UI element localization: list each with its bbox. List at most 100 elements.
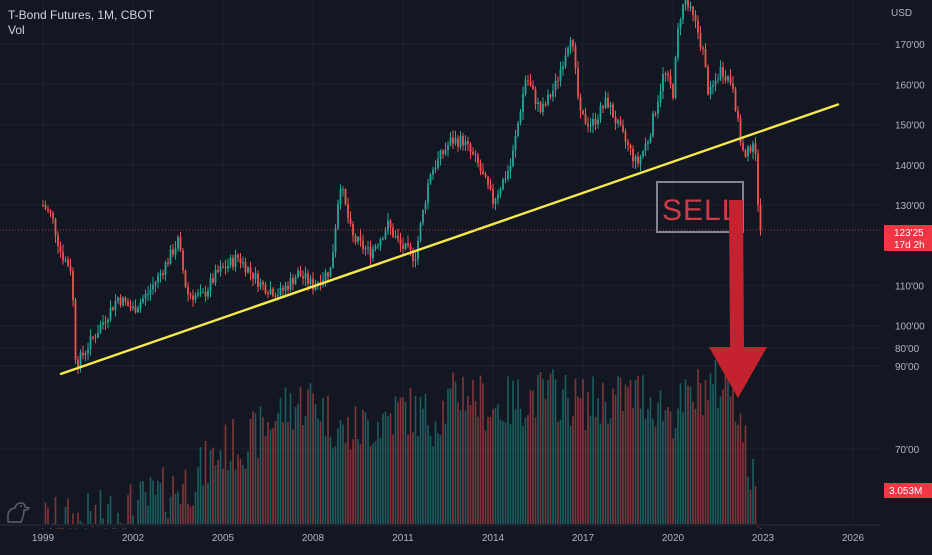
candle bbox=[214, 264, 217, 286]
candle bbox=[162, 269, 164, 280]
candle bbox=[357, 235, 359, 245]
candle bbox=[467, 136, 469, 151]
symbol-title[interactable]: T-Bond Futures, 1M, CBOT bbox=[8, 8, 155, 22]
volume-bar bbox=[499, 419, 502, 524]
volume-bar bbox=[124, 527, 127, 529]
candle-body bbox=[727, 76, 729, 81]
candle bbox=[609, 102, 612, 115]
volume-bar bbox=[642, 375, 644, 524]
volume-bar bbox=[409, 387, 412, 524]
candle bbox=[82, 345, 84, 360]
candle bbox=[59, 241, 62, 258]
volume-bar bbox=[627, 387, 629, 524]
candle bbox=[487, 175, 489, 190]
candle bbox=[569, 36, 572, 54]
candle bbox=[517, 120, 519, 138]
candle-body bbox=[389, 220, 392, 228]
volume-bar bbox=[442, 400, 444, 524]
candle bbox=[514, 129, 517, 158]
volume-bar bbox=[374, 441, 377, 524]
candle-body bbox=[147, 293, 149, 295]
candle-body bbox=[687, 0, 689, 8]
candle bbox=[229, 254, 232, 269]
volume-bar bbox=[319, 421, 322, 524]
candle bbox=[459, 131, 462, 150]
volume-bar bbox=[277, 412, 279, 524]
sell-label: SELL bbox=[662, 194, 739, 227]
candle-body bbox=[622, 125, 624, 132]
candle bbox=[54, 217, 57, 243]
candle-body bbox=[754, 143, 757, 154]
volume-bar bbox=[159, 483, 162, 524]
volume-bar bbox=[752, 458, 754, 524]
volume-indicator-label[interactable]: Vol bbox=[8, 23, 25, 37]
candle-body bbox=[752, 143, 754, 152]
candle bbox=[557, 76, 559, 89]
candle bbox=[502, 177, 504, 191]
volume-bar bbox=[357, 439, 359, 524]
candle-body bbox=[197, 293, 199, 296]
candle-body bbox=[207, 290, 209, 297]
volume-bar bbox=[514, 409, 517, 524]
candle-body bbox=[122, 297, 124, 306]
candle bbox=[664, 71, 667, 82]
volume-bar bbox=[569, 425, 572, 524]
candle bbox=[689, 1, 692, 12]
candle bbox=[134, 299, 137, 314]
candle-body bbox=[669, 75, 672, 85]
volume-bar bbox=[632, 407, 634, 524]
candle bbox=[407, 235, 409, 249]
volume-bar bbox=[519, 408, 522, 524]
volume-bar bbox=[654, 426, 657, 524]
volume-bar bbox=[757, 526, 759, 528]
volume-bar bbox=[64, 507, 67, 524]
candle bbox=[424, 200, 427, 214]
candle-body bbox=[234, 255, 237, 267]
candle-body bbox=[544, 103, 547, 105]
volume-bar bbox=[254, 413, 257, 524]
volume-bar bbox=[532, 390, 534, 524]
candle bbox=[669, 69, 672, 89]
candle-body bbox=[474, 154, 477, 156]
volume-bar bbox=[639, 408, 642, 524]
candle-body bbox=[642, 150, 644, 157]
volume-bar bbox=[467, 396, 469, 524]
volume-bar bbox=[657, 402, 659, 524]
candle bbox=[759, 198, 762, 236]
candle-body bbox=[507, 171, 509, 179]
candle bbox=[534, 86, 537, 110]
candle bbox=[347, 197, 349, 224]
candle bbox=[169, 244, 172, 265]
volume-bar bbox=[272, 428, 274, 524]
volume-bar bbox=[77, 512, 79, 524]
candle-body bbox=[294, 277, 297, 285]
candle-body bbox=[549, 94, 552, 97]
tradingview-logo-icon[interactable] bbox=[6, 500, 32, 524]
candle bbox=[309, 274, 312, 288]
volume-bar bbox=[234, 469, 237, 524]
candle-body bbox=[537, 102, 539, 104]
volume-bar bbox=[204, 440, 207, 524]
volume-bar bbox=[619, 377, 622, 524]
candle-body bbox=[189, 294, 192, 296]
volume-bar bbox=[744, 425, 747, 524]
candle bbox=[299, 265, 302, 278]
volume-bar bbox=[242, 464, 244, 524]
candle bbox=[387, 213, 389, 235]
last-volume-badge bbox=[884, 483, 932, 498]
volume-bar bbox=[112, 527, 114, 529]
candle-body bbox=[77, 359, 79, 369]
candle-body bbox=[494, 198, 497, 204]
volume-bar bbox=[677, 408, 679, 524]
volume-bar bbox=[207, 483, 209, 524]
candle-body bbox=[464, 141, 467, 146]
volume-bar bbox=[537, 374, 539, 524]
volume-bar bbox=[212, 447, 214, 524]
sell-arrow[interactable] bbox=[709, 200, 767, 398]
candle-body bbox=[392, 227, 394, 237]
candle bbox=[647, 139, 649, 151]
trend-line[interactable] bbox=[59, 103, 840, 376]
candle bbox=[247, 265, 249, 274]
